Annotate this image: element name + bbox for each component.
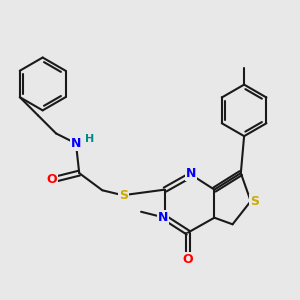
Text: N: N	[158, 211, 168, 224]
Text: O: O	[46, 172, 57, 186]
Text: S: S	[250, 195, 259, 208]
Text: S: S	[119, 189, 128, 202]
Text: N: N	[186, 167, 196, 180]
Text: N: N	[71, 137, 81, 150]
Text: H: H	[85, 134, 94, 144]
Text: O: O	[183, 253, 193, 266]
